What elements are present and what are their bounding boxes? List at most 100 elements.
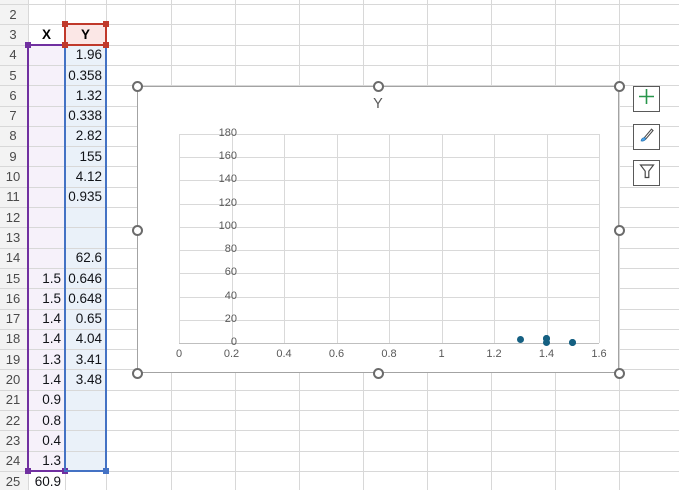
x-tick-label: 0.2 [223, 348, 240, 360]
row-number[interactable]: 19 [5, 351, 21, 367]
y-range-fill [65, 44, 106, 471]
cell-y[interactable]: 0.646 [68, 270, 102, 286]
cell-y[interactable]: 2.82 [75, 128, 102, 144]
cell-y[interactable]: 1.96 [75, 47, 102, 63]
row-number[interactable]: 11 [6, 189, 20, 205]
x-range-border-handle[interactable] [25, 41, 31, 48]
row-number[interactable]: 10 [5, 169, 21, 185]
scatter-point[interactable] [569, 338, 577, 346]
row-number[interactable]: 16 [5, 290, 21, 306]
cell-y[interactable]: 0.338 [68, 108, 102, 124]
cell-x[interactable]: 0.9 [42, 392, 61, 408]
plot-area[interactable] [179, 134, 600, 346]
gridline-h [0, 64, 679, 66]
row-number[interactable]: 9 [9, 148, 17, 164]
x-range-border-handle[interactable] [62, 467, 68, 474]
chart[interactable]: Y 0 20 40 60 80 100 120 140 160 180 0 0.2 0.4 0.6 0.8… [132, 81, 625, 379]
chart-elements-button[interactable] [633, 86, 660, 112]
plus-icon [638, 88, 655, 110]
chart-resize-handle[interactable] [614, 81, 625, 92]
row-number[interactable]: 2 [9, 6, 17, 22]
scatter-point[interactable] [543, 338, 550, 346]
cell-x[interactable]: 1.3 [42, 453, 61, 469]
cell-x[interactable]: 1.4 [42, 311, 61, 327]
cell-x[interactable]: 1.4 [42, 372, 61, 388]
chart-styles-button[interactable] [633, 124, 660, 150]
cell-y[interactable]: 0.65 [75, 311, 102, 327]
x-tick-label: 1.2 [486, 348, 502, 360]
row-number[interactable]: 22 [5, 412, 21, 428]
cell-y[interactable]: 62.6 [75, 250, 102, 266]
row-number[interactable]: 3 [9, 26, 17, 42]
series-name-border-handle[interactable] [103, 41, 109, 48]
cell-y[interactable]: 4.04 [75, 331, 102, 347]
gridline-h [0, 44, 679, 46]
row-number[interactable]: 13 [5, 229, 21, 245]
chart-resize-handle[interactable] [614, 368, 625, 379]
row-number[interactable]: 17 [5, 311, 21, 327]
cell-y[interactable]: 4.12 [75, 169, 102, 185]
cell-y[interactable]: 1.32 [75, 87, 102, 103]
chart-title[interactable]: Y [373, 96, 383, 112]
row-number[interactable]: 15 [5, 270, 21, 286]
chart-resize-handle[interactable] [373, 81, 384, 92]
x-range-border [27, 43, 66, 472]
gridline-v [28, 0, 29, 490]
x-range-border-handle[interactable] [25, 467, 31, 474]
y-range-border [64, 43, 107, 472]
cell-x[interactable]: 1.5 [42, 270, 61, 286]
cell-x[interactable]: 1.5 [42, 290, 61, 306]
cell-y[interactable]: 0.648 [68, 290, 102, 306]
row-number[interactable]: 4 [9, 47, 17, 63]
chart-resize-handle[interactable] [132, 368, 143, 379]
row-number[interactable]: 6 [9, 87, 17, 103]
row-number[interactable]: 7 [9, 108, 17, 124]
series-name-border-handle[interactable] [62, 21, 68, 28]
series-name-border-handle[interactable] [103, 21, 109, 28]
cell-x[interactable]: 1.4 [42, 331, 61, 347]
gridline-h [0, 450, 679, 452]
y-tick-label: 80 [224, 243, 237, 256]
y-tick-label: 20 [224, 312, 237, 325]
cell-y[interactable]: 155 [79, 148, 102, 164]
cell-x[interactable]: 60.9 [34, 473, 61, 489]
column-x-header-cell[interactable]: X [41, 26, 51, 42]
y-range-border-handle[interactable] [103, 467, 109, 474]
chart-gridline-v [336, 134, 338, 343]
chart-gridline-v [284, 134, 285, 343]
cell-y[interactable]: 0.935 [68, 189, 102, 205]
row-number[interactable]: 12 [5, 209, 21, 225]
series-name-border-handle[interactable] [62, 41, 68, 48]
scatter-point[interactable] [516, 335, 524, 343]
cell-y[interactable]: 3.48 [75, 372, 102, 388]
x-tick-label: 1.6 [591, 348, 607, 360]
chart-resize-handle[interactable] [373, 368, 384, 379]
cell-x[interactable]: 0.8 [42, 412, 61, 428]
row-number[interactable]: 25 [5, 473, 21, 489]
chart-resize-handle[interactable] [614, 224, 625, 236]
gridline-h [0, 24, 679, 26]
chart-filters-button[interactable] [633, 160, 660, 186]
row-number[interactable]: 5 [9, 67, 17, 83]
chart-resize-handle[interactable] [132, 224, 143, 236]
series-name-border [64, 23, 107, 46]
row-number[interactable]: 21 [5, 392, 21, 408]
series-name-fill [65, 24, 106, 45]
row-number[interactable]: 20 [5, 372, 21, 388]
cell-x[interactable]: 0.4 [42, 432, 61, 448]
row-number[interactable]: 23 [5, 432, 21, 448]
row-number[interactable]: 24 [5, 453, 21, 469]
row-number[interactable]: 18 [5, 331, 21, 347]
cell-y[interactable]: 3.41 [75, 351, 102, 367]
column-y-header-cell[interactable]: Y [80, 26, 90, 42]
x-tick-label: 1 [438, 348, 445, 360]
x-range-border-handle[interactable] [62, 41, 68, 48]
row-number[interactable]: 8 [9, 128, 17, 144]
gridline-h [0, 410, 679, 411]
row-number[interactable]: 14 [5, 250, 21, 266]
cell-x[interactable]: 1.3 [42, 351, 61, 367]
chart-gridline-v [494, 134, 495, 343]
chart-resize-handle[interactable] [132, 81, 143, 92]
scatter-point[interactable] [543, 335, 550, 343]
cell-y[interactable]: 0.358 [68, 67, 102, 83]
